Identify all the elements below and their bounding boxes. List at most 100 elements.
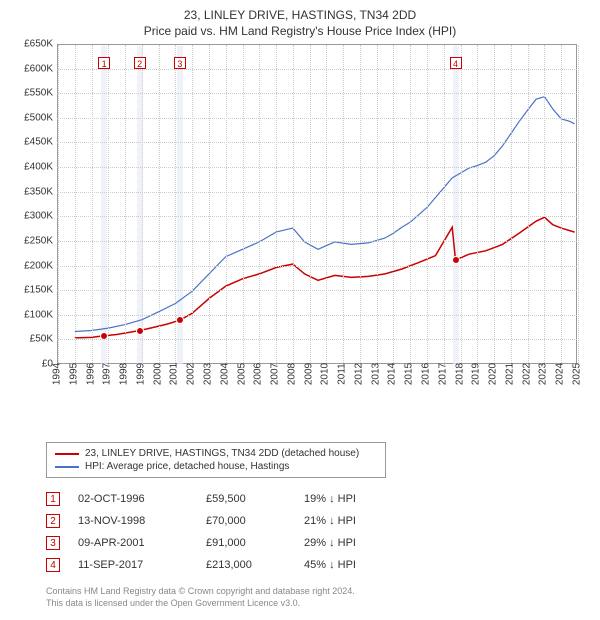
chart-title-subtitle: Price paid vs. HM Land Registry's House … <box>10 24 590 38</box>
sale-row-date: 13-NOV-1998 <box>78 515 188 527</box>
y-axis-label: £250K <box>24 235 53 246</box>
sale-row-delta: 29% ↓ HPI <box>304 537 404 549</box>
y-axis-label: £150K <box>24 285 53 296</box>
series-price_paid <box>75 217 575 338</box>
x-axis-label: 1994 <box>52 363 63 385</box>
x-axis-label: 2007 <box>270 363 281 385</box>
sale-row-date: 02-OCT-1996 <box>78 493 188 505</box>
sale-marker-box: 2 <box>134 57 146 69</box>
y-axis-label: £350K <box>24 186 53 197</box>
sale-row-date: 09-APR-2001 <box>78 537 188 549</box>
x-axis-label: 2021 <box>504 363 515 385</box>
x-axis-label: 2001 <box>169 363 180 385</box>
x-axis-label: 2011 <box>337 363 348 385</box>
legend-label: HPI: Average price, detached house, Hast… <box>85 461 289 472</box>
chart-title-address: 23, LINLEY DRIVE, HASTINGS, TN34 2DD <box>10 8 590 22</box>
x-axis-label: 2006 <box>253 363 264 385</box>
sale-row: 2 13-NOV-1998 £70,000 21% ↓ HPI <box>46 510 590 532</box>
y-axis-label: £100K <box>24 309 53 320</box>
sale-marker-dot <box>452 256 460 264</box>
sale-row: 102-OCT-1996£59,50019% ↓ HPI <box>46 488 590 510</box>
sale-marker-box: 3 <box>174 57 186 69</box>
x-axis-label: 2000 <box>152 363 163 385</box>
x-axis-label: 2014 <box>387 363 398 385</box>
y-axis-label: £550K <box>24 88 53 99</box>
y-gridline <box>57 118 577 119</box>
sale-marker-box: 1 <box>98 57 110 69</box>
x-axis-label: 2023 <box>538 363 549 385</box>
y-gridline <box>57 69 577 70</box>
y-axis-label: £200K <box>24 260 53 271</box>
x-axis-label: 2004 <box>219 363 230 385</box>
sale-marker-dot <box>136 327 144 335</box>
x-axis-label: 2018 <box>454 363 465 385</box>
sale-marker-box: 4 <box>450 57 462 69</box>
footer-line2: This data is licensed under the Open Gov… <box>46 598 590 610</box>
y-gridline <box>57 142 577 143</box>
x-axis-label: 2022 <box>521 363 532 385</box>
legend-swatch <box>55 466 79 468</box>
sales-table: 102-OCT-1996£59,50019% ↓ HPI213-NOV-1998… <box>46 488 590 576</box>
series-hpi <box>75 97 575 332</box>
y-gridline <box>57 266 577 267</box>
sale-row-num: 2 <box>46 514 60 528</box>
title-block: 23, LINLEY DRIVE, HASTINGS, TN34 2DD Pri… <box>10 8 590 38</box>
y-gridline <box>57 315 577 316</box>
y-gridline <box>57 192 577 193</box>
y-gridline <box>57 93 577 94</box>
x-axis-label: 2012 <box>353 363 364 385</box>
y-axis-label: £300K <box>24 211 53 222</box>
x-axis-label: 2003 <box>202 363 213 385</box>
y-axis-label: £400K <box>24 162 53 173</box>
plot-region: 1 2 3 4 <box>57 44 577 364</box>
x-axis-label: 2005 <box>236 363 247 385</box>
x-axis-label: 2025 <box>572 363 583 385</box>
legend-row: 23, LINLEY DRIVE, HASTINGS, TN34 2DD (de… <box>55 447 377 460</box>
y-gridline <box>57 290 577 291</box>
y-axis-label: £600K <box>24 63 53 74</box>
legend-swatch <box>55 453 79 455</box>
x-axis-label: 2010 <box>320 363 331 385</box>
footer-attribution: Contains HM Land Registry data © Crown c… <box>46 586 590 609</box>
x-axis-label: 2013 <box>370 363 381 385</box>
y-axis-label: £450K <box>24 137 53 148</box>
y-gridline <box>57 339 577 340</box>
sale-row-num: 1 <box>46 492 60 506</box>
sale-row: 4 11-SEP-2017 £213,000 45% ↓ HPI <box>46 554 590 576</box>
sale-row: 3 09-APR-2001 £91,000 29% ↓ HPI <box>46 532 590 554</box>
sale-marker-dot <box>176 316 184 324</box>
sale-row-num: 4 <box>46 558 60 572</box>
legend: 23, LINLEY DRIVE, HASTINGS, TN34 2DD (de… <box>46 442 386 478</box>
sale-row-delta: 21% ↓ HPI <box>304 515 404 527</box>
sale-row-price: £59,500 <box>206 493 286 505</box>
sale-row-delta: 45% ↓ HPI <box>304 559 404 571</box>
footer-line1: Contains HM Land Registry data © Crown c… <box>46 586 590 598</box>
sale-row-price: £213,000 <box>206 559 286 571</box>
y-axis-label: £500K <box>24 112 53 123</box>
chart-area: 1234 £0£50K£100K£150K£200K£250K£300K£350… <box>15 44 585 404</box>
legend-label: 23, LINLEY DRIVE, HASTINGS, TN34 2DD (de… <box>85 448 359 459</box>
sale-row-num: 3 <box>46 536 60 550</box>
x-axis-label: 2017 <box>437 363 448 385</box>
x-axis-label: 2016 <box>421 363 432 385</box>
x-axis-label: 2020 <box>488 363 499 385</box>
y-axis-label: £650K <box>24 39 53 50</box>
x-axis-label: 1995 <box>68 363 79 385</box>
x-gridline <box>578 45 579 365</box>
x-axis-label: 2002 <box>186 363 197 385</box>
x-axis-label: 2019 <box>471 363 482 385</box>
x-axis-label: 1998 <box>119 363 130 385</box>
sale-row-date: 11-SEP-2017 <box>78 559 188 571</box>
y-gridline <box>57 216 577 217</box>
y-gridline <box>57 167 577 168</box>
x-axis-label: 1999 <box>135 363 146 385</box>
x-axis-label: 2008 <box>286 363 297 385</box>
chart-container: 23, LINLEY DRIVE, HASTINGS, TN34 2DD Pri… <box>0 0 600 620</box>
y-gridline <box>57 241 577 242</box>
x-axis-label: 2015 <box>404 363 415 385</box>
x-axis-label: 1997 <box>102 363 113 385</box>
sale-row-price: £91,000 <box>206 537 286 549</box>
sale-row-price: £70,000 <box>206 515 286 527</box>
legend-row: HPI: Average price, detached house, Hast… <box>55 460 377 473</box>
x-axis-label: 2009 <box>303 363 314 385</box>
